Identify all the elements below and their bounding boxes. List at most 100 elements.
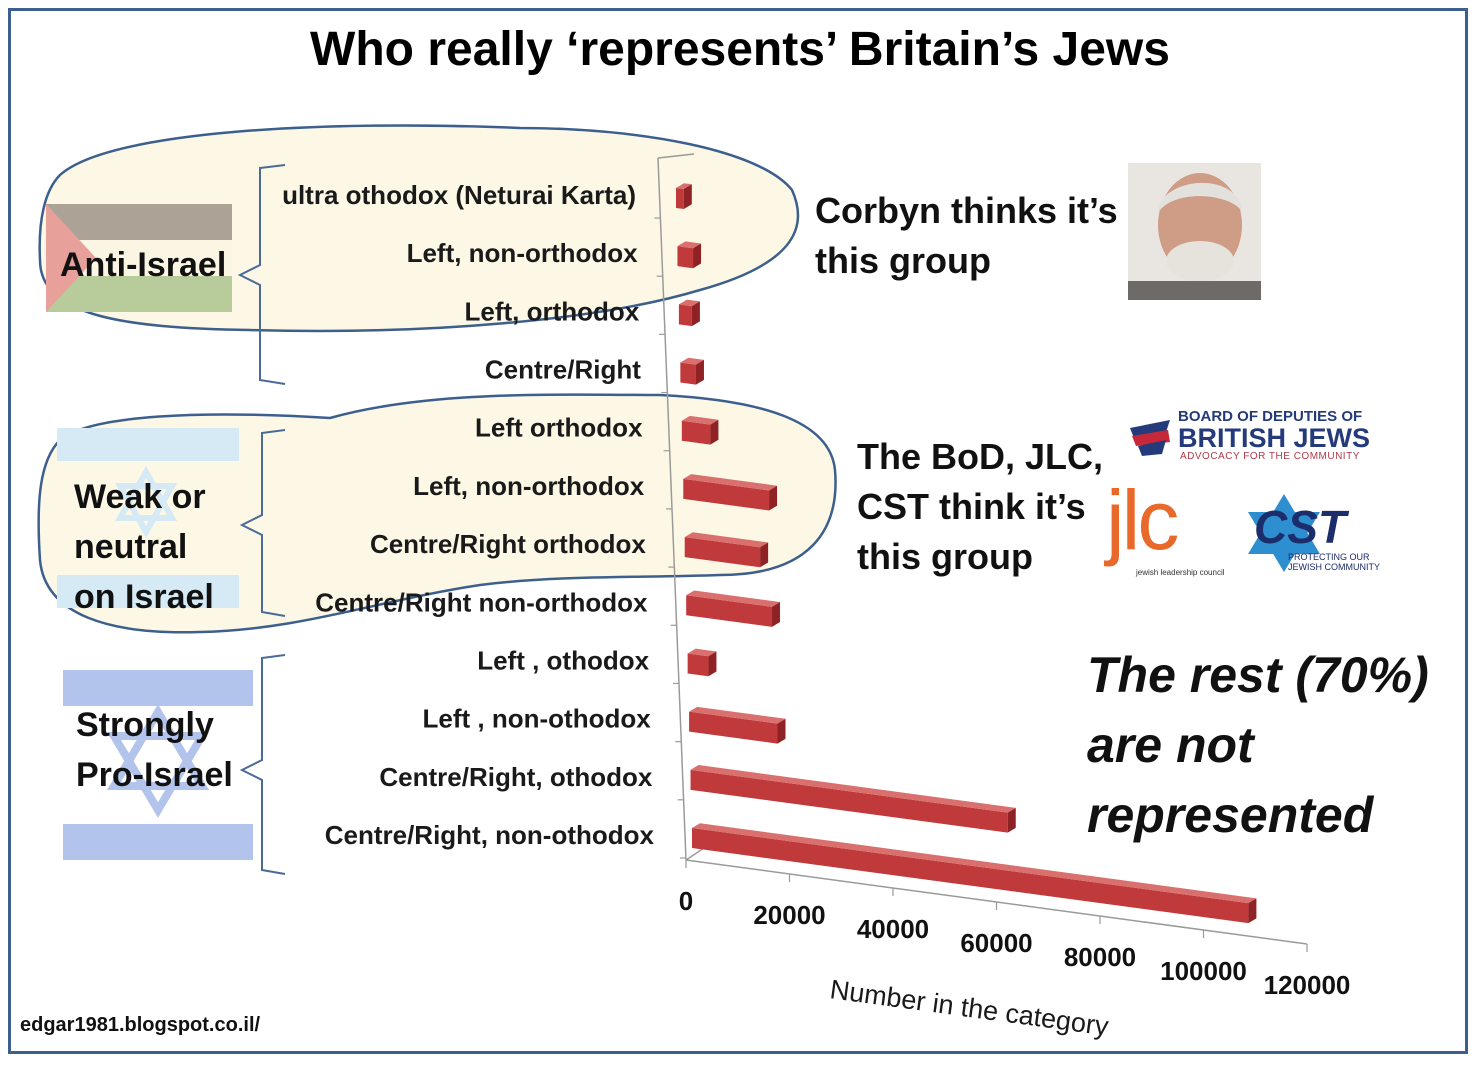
- annotation-bod-line2: CST think it’s: [857, 486, 1086, 527]
- bar-end: [760, 542, 769, 568]
- category-label: ultra othodox (Neturai Karta): [282, 180, 636, 210]
- bar-top: [681, 415, 719, 425]
- x-tick-label: 100000: [1160, 956, 1247, 986]
- bar-top: [677, 241, 702, 249]
- x-tick-label: 40000: [857, 914, 929, 944]
- slide-border: [8, 8, 1468, 1054]
- category-label: Centre/Right non-orthodox: [315, 587, 648, 617]
- x-tick-label: 0: [679, 886, 693, 916]
- bar-top: [680, 357, 704, 365]
- bar-top: [689, 706, 786, 724]
- cst-logo: CST PROTECTING OUR JEWISH COMMUNITY: [1242, 490, 1382, 580]
- bar: [684, 537, 761, 568]
- annotation-rest-line3: represented: [1087, 787, 1374, 843]
- bar: [686, 595, 772, 627]
- x-tick-label: 20000: [753, 900, 825, 930]
- bod-logo-line2: BRITISH JEWS: [1178, 423, 1371, 453]
- bar-top: [687, 648, 717, 657]
- x-tick-label: 80000: [1064, 942, 1136, 972]
- category-label: Centre/Right, othodox: [379, 762, 653, 792]
- category-label: Left, non-orthodox: [407, 238, 639, 268]
- group-label-weak-3: on Israel: [74, 578, 214, 616]
- bar-top: [686, 590, 780, 607]
- bar-end: [708, 651, 717, 677]
- bar: [689, 711, 778, 744]
- bar-end: [693, 243, 702, 269]
- jlc-logo-subtitle: jewish leadership council: [1136, 568, 1225, 577]
- bar-end: [771, 602, 780, 627]
- category-label: Left , non-othodox: [423, 704, 652, 734]
- bar: [676, 188, 684, 210]
- brace-weak: [239, 429, 286, 617]
- category-label: Left, orthodox: [465, 296, 640, 326]
- cst-logo-subtitle: PROTECTING OUR JEWISH COMMUNITY: [1288, 552, 1380, 572]
- footer-url: edgar1981.blogspot.co.il/: [20, 1014, 261, 1036]
- annotation-bod-line1: The BoD, JLC,: [857, 436, 1104, 477]
- x-tick-label: 120000: [1264, 970, 1351, 1000]
- bar-top: [683, 474, 778, 491]
- group-label-strong-2: Pro-Israel: [76, 756, 233, 794]
- bod-logo-line1: BOARD OF DEPUTIES OF: [1178, 408, 1363, 425]
- page-title: Who really ‘represents’ Britain’s Jews: [310, 23, 1170, 76]
- brace-anti-israel: [237, 164, 286, 385]
- category-label: Centre/Right orthodox: [370, 529, 646, 559]
- category-label: Centre/Right: [485, 355, 641, 385]
- bar-end: [710, 419, 719, 445]
- bar-end: [1248, 898, 1257, 924]
- bar: [681, 420, 711, 445]
- bar: [677, 246, 694, 269]
- cst-logo-subtitle-2: JEWISH COMMUNITY: [1288, 562, 1380, 572]
- bar-end: [769, 485, 778, 511]
- jlc-logo: jlc jewish leadership council: [1102, 473, 1232, 580]
- annotation-rest: The rest (70%) are not represented: [1087, 640, 1429, 850]
- palestine-flag: [46, 204, 232, 312]
- jlc-logo-text: jlc: [1106, 473, 1179, 567]
- bod-logo-line3: ADVOCACY FOR THE COMMUNITY: [1180, 451, 1360, 462]
- bar-top: [678, 299, 700, 307]
- bar: [687, 653, 709, 677]
- bar-top: [684, 532, 769, 548]
- annotation-rest-line2: are not: [1087, 717, 1254, 773]
- star-of-david-icon: [1248, 494, 1320, 572]
- israel-flag: [63, 670, 253, 860]
- annotation-corbyn-line2: this group: [815, 240, 991, 281]
- y-tick-marks: [654, 217, 686, 859]
- bar: [680, 362, 696, 385]
- bar: [678, 304, 692, 327]
- group-label-anti-israel: Anti-Israel: [60, 246, 226, 284]
- group-label-weak-2: neutral: [74, 528, 187, 566]
- bod-logo: BOARD OF DEPUTIES OF BRITISH JEWS ADVOCA…: [1126, 408, 1370, 468]
- corbyn-photo: [1128, 163, 1261, 300]
- category-label: Left orthodox: [475, 413, 643, 443]
- category-labels: ultra othodox (Neturai Karta) Left, non-o…: [282, 180, 654, 850]
- category-label: Left , othodox: [477, 645, 649, 675]
- x-tick-label: 60000: [960, 928, 1032, 958]
- x-axis-title: Number in the category: [828, 974, 1111, 1041]
- annotation-bod: The BoD, JLC, CST think it’s this group: [857, 432, 1103, 582]
- bars: [676, 183, 1257, 924]
- bar-end: [695, 359, 704, 385]
- group-label-strong-1: Strongly: [76, 706, 214, 744]
- category-label: Centre/Right, non-othodox: [325, 820, 655, 850]
- bar-top: [692, 823, 1257, 904]
- annotation-corbyn: Corbyn thinks it’s this group: [815, 186, 1118, 286]
- bar: [683, 478, 770, 511]
- category-label: Left, non-orthodox: [413, 471, 645, 501]
- brace-strong: [239, 654, 286, 875]
- annotation-bod-line3: this group: [857, 536, 1033, 577]
- bar-end: [691, 301, 700, 327]
- cst-logo-text: CST: [1254, 501, 1346, 553]
- bar-top: [690, 765, 1016, 813]
- annotation-rest-line1: The rest (70%): [1087, 647, 1429, 703]
- israel-flag-faded: [57, 428, 239, 608]
- annotation-corbyn-line1: Corbyn thinks it’s: [815, 190, 1118, 231]
- bar-top: [676, 183, 692, 190]
- bar-end: [777, 718, 786, 744]
- bar: [690, 769, 1008, 833]
- bar: [692, 828, 1249, 924]
- bar-end: [1007, 807, 1016, 833]
- group-label-weak-1: Weak or: [74, 478, 206, 516]
- union-flag-icon: [1130, 420, 1170, 456]
- bar-end: [683, 184, 692, 210]
